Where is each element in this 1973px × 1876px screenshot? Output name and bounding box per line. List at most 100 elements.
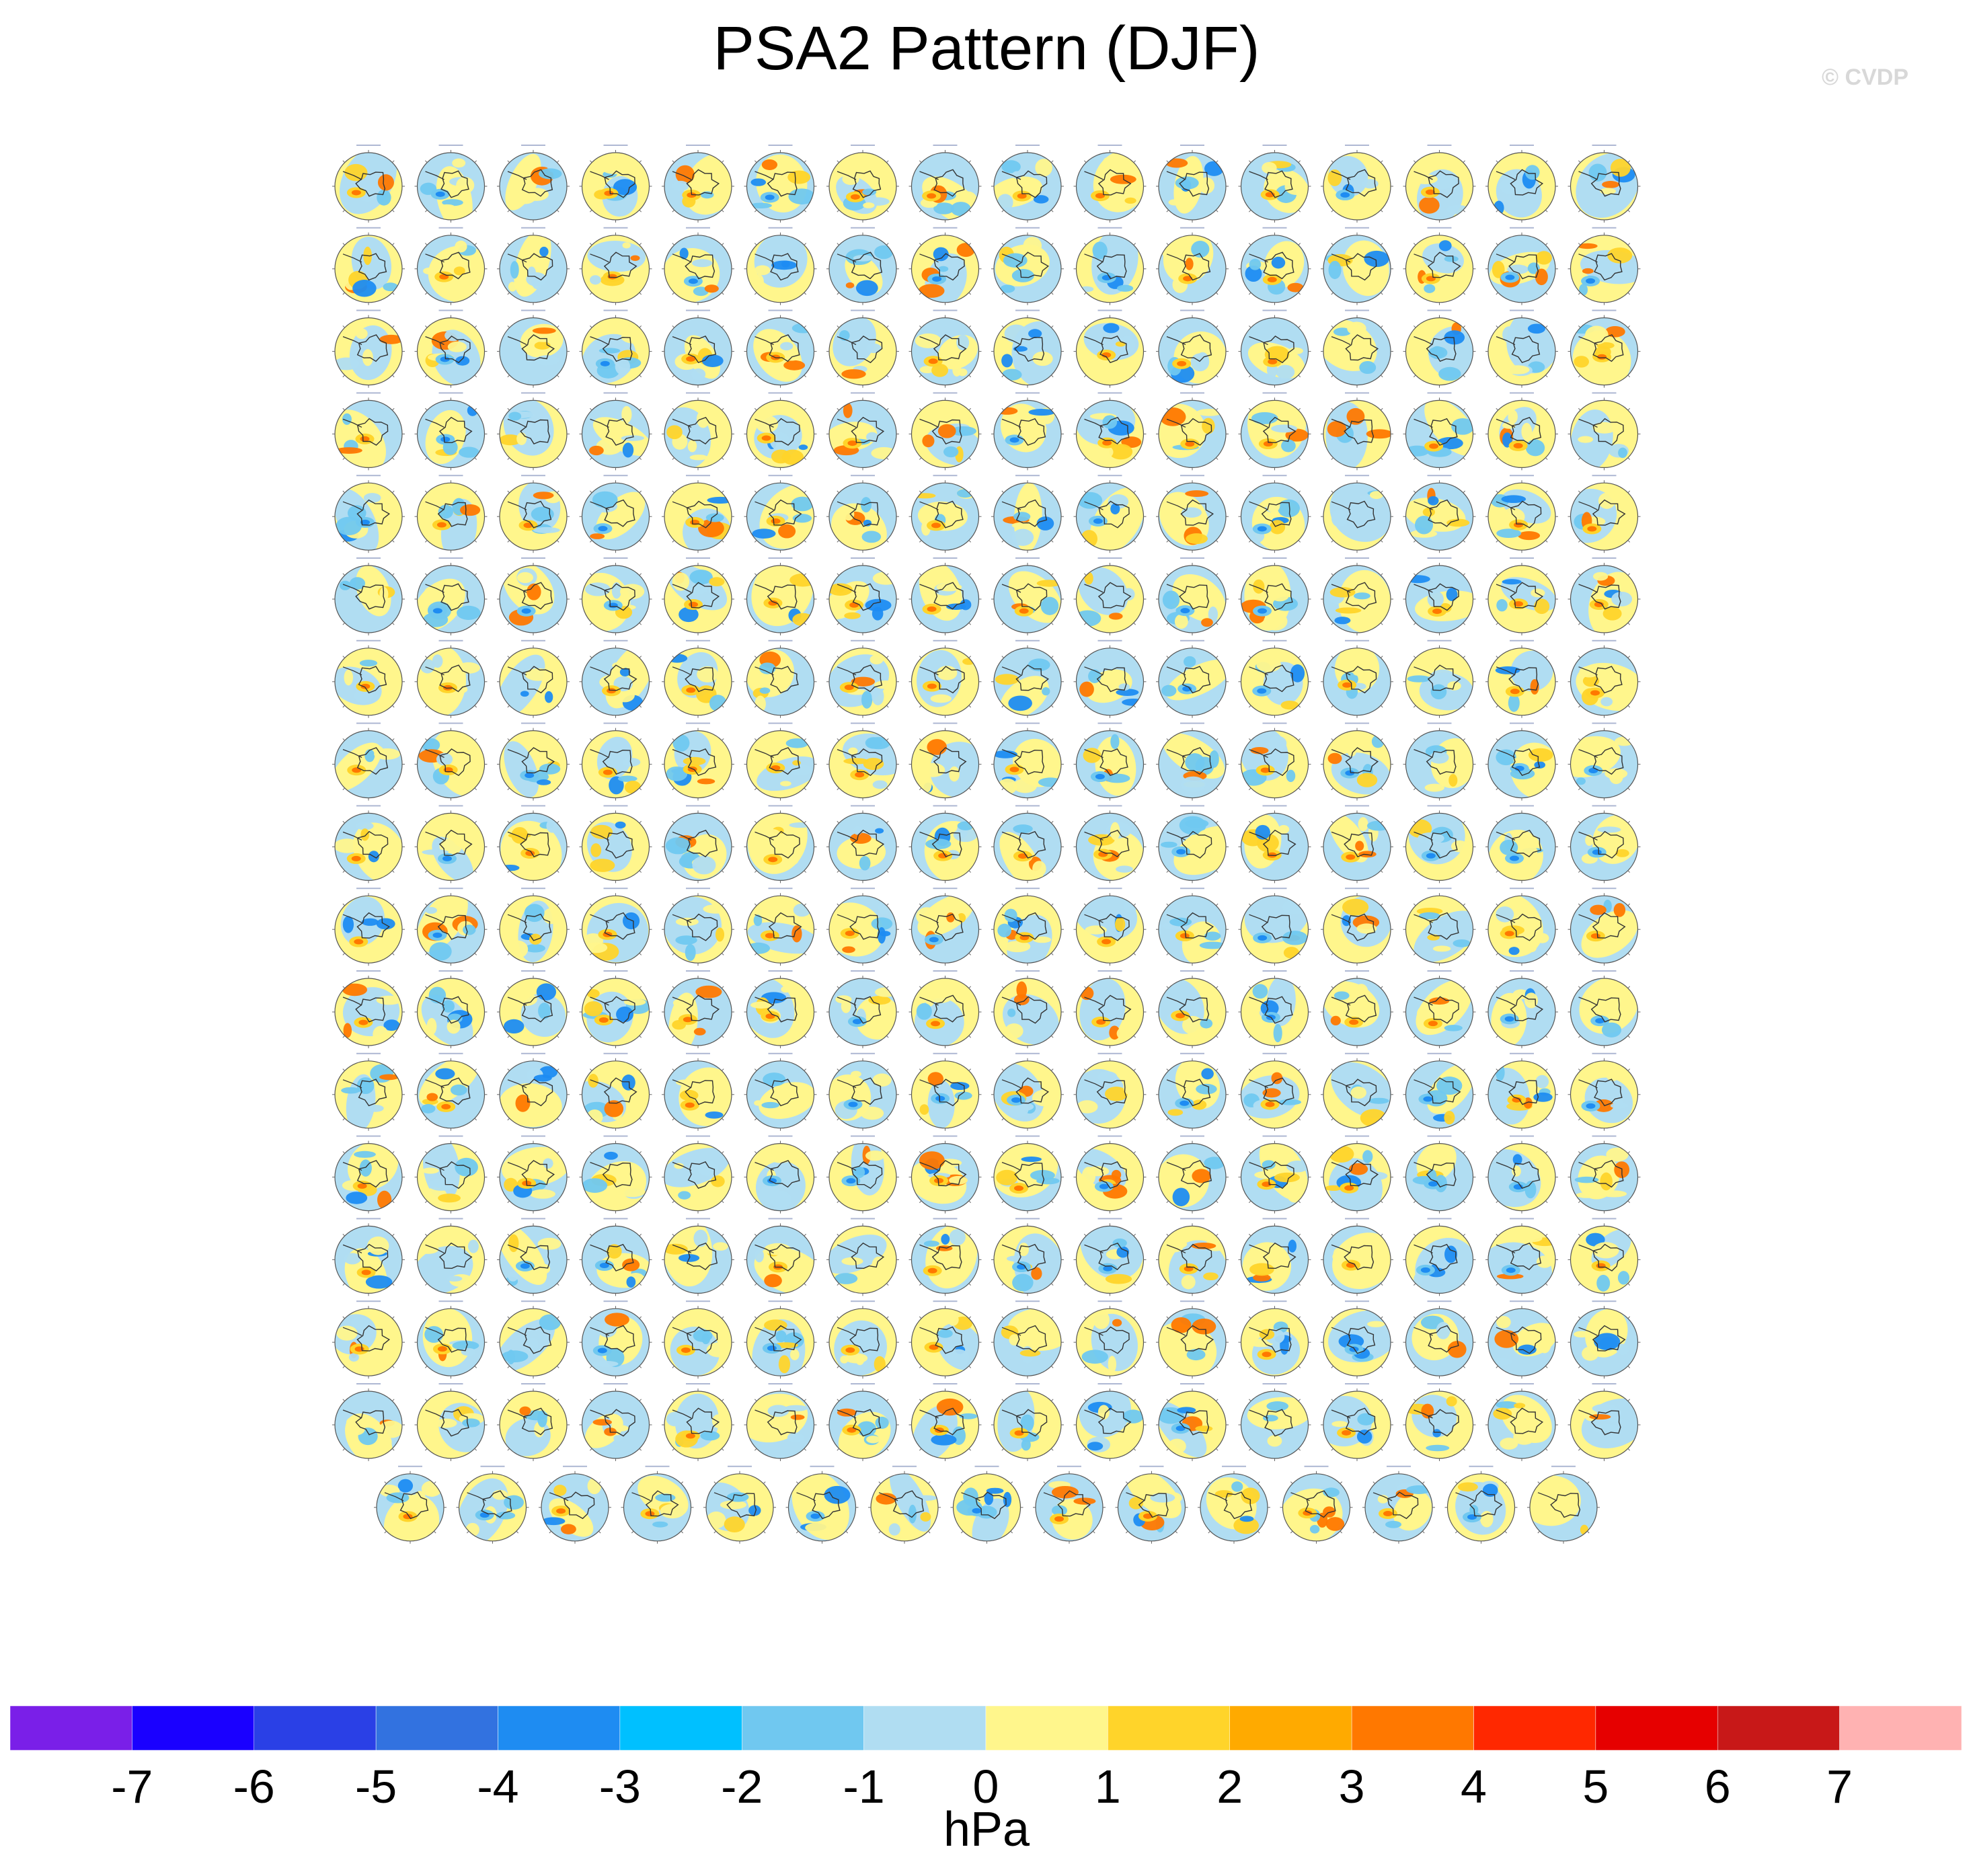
panel-caption <box>851 1383 875 1384</box>
panel-caption <box>356 475 381 477</box>
map-panel <box>414 1218 488 1296</box>
panel-caption <box>1427 309 1452 311</box>
map-panel <box>1280 1465 1353 1544</box>
panel-caption <box>1427 888 1452 890</box>
map-panel <box>1485 639 1558 718</box>
map-panel <box>1321 557 1393 635</box>
map-panel <box>497 1218 570 1296</box>
map-panel <box>579 639 652 718</box>
map-panel <box>1321 227 1393 305</box>
panel-caption <box>438 888 463 890</box>
map-panel <box>1403 475 1476 553</box>
map-panel <box>414 1300 488 1379</box>
map-panel <box>826 970 899 1048</box>
map-panel <box>497 722 570 801</box>
map-panel <box>908 392 982 471</box>
panel-caption <box>521 722 545 724</box>
map-panel <box>579 970 652 1048</box>
colorbar-box <box>1473 1705 1596 1751</box>
panel-caption <box>1097 227 1122 229</box>
panel-caption <box>1427 805 1452 807</box>
map-panel <box>908 227 982 305</box>
panel-caption <box>1510 227 1534 229</box>
panel-caption <box>933 722 958 724</box>
panel-caption <box>603 1383 628 1384</box>
map-panel <box>1073 1383 1147 1461</box>
panel-caption <box>1180 557 1204 559</box>
map-panel <box>662 1052 734 1131</box>
map-panel <box>1568 557 1641 635</box>
map-panel <box>1403 1383 1476 1461</box>
panel-caption <box>1015 1218 1040 1220</box>
panel-caption <box>1097 888 1122 890</box>
panel-caption <box>1015 1052 1040 1054</box>
map-panel <box>332 227 405 305</box>
map-panel <box>991 805 1064 884</box>
panel-caption <box>1262 145 1287 146</box>
panel-caption <box>851 227 875 229</box>
panel-caption <box>851 1135 875 1137</box>
panel-caption <box>603 392 628 394</box>
panel-caption <box>1262 805 1287 807</box>
panel-caption <box>1592 639 1617 641</box>
map-panel <box>1485 1052 1558 1131</box>
map-panel <box>826 557 899 635</box>
map-panel <box>908 309 982 388</box>
map-panel <box>1156 1135 1229 1214</box>
map-panel <box>1485 309 1558 388</box>
map-panel <box>1444 1465 1518 1544</box>
panel-caption <box>1592 227 1617 229</box>
panel-caption <box>1592 888 1617 890</box>
map-panel <box>1485 888 1558 966</box>
colorbar-box <box>742 1705 864 1751</box>
panel-caption <box>603 1300 628 1302</box>
map-panel <box>1403 227 1476 305</box>
panel-caption <box>1592 557 1617 559</box>
map-panel <box>744 639 817 718</box>
panel-caption <box>1180 639 1204 641</box>
map-panel <box>950 1465 1023 1544</box>
map-panel <box>1403 1218 1476 1296</box>
panel-caption <box>1510 722 1534 724</box>
panel-caption <box>1592 1052 1617 1054</box>
panel-caption <box>1345 1383 1369 1384</box>
panel-caption <box>1180 1218 1204 1220</box>
map-panel <box>1485 227 1558 305</box>
panel-caption <box>1180 227 1204 229</box>
panel-caption <box>1015 1135 1040 1137</box>
map-panel <box>744 1300 817 1379</box>
map-panel <box>1568 1218 1641 1296</box>
panel-caption <box>603 557 628 559</box>
panel-caption <box>768 1218 793 1220</box>
colorbar-box <box>1595 1705 1718 1751</box>
panel-caption <box>1097 722 1122 724</box>
map-panel <box>744 309 817 388</box>
panel-caption <box>1345 805 1369 807</box>
panel-caption <box>851 309 875 311</box>
map-panel <box>1073 970 1147 1048</box>
map-panel <box>414 722 488 801</box>
map-panel <box>1156 722 1229 801</box>
panel-caption <box>1510 970 1534 972</box>
panel-caption <box>686 309 710 311</box>
map-panel <box>1073 145 1147 223</box>
map-panel <box>991 1135 1064 1214</box>
panel-caption <box>686 557 710 559</box>
panel-caption <box>1510 309 1534 311</box>
panel-caption <box>603 805 628 807</box>
panel-caption <box>686 805 710 807</box>
panel-caption <box>1592 1300 1617 1302</box>
map-panel <box>1156 805 1229 884</box>
panel-caption <box>356 639 381 641</box>
map-panel <box>1321 970 1393 1048</box>
panel-caption <box>438 392 463 394</box>
map-panel <box>908 1135 982 1214</box>
panel-caption <box>1345 639 1369 641</box>
map-panel <box>1115 1465 1188 1544</box>
map-panel <box>703 1465 776 1544</box>
map-panel <box>744 1135 817 1214</box>
map-panel <box>826 888 899 966</box>
panel-caption <box>1097 805 1122 807</box>
panel-caption <box>1180 309 1204 311</box>
panel-caption <box>851 639 875 641</box>
